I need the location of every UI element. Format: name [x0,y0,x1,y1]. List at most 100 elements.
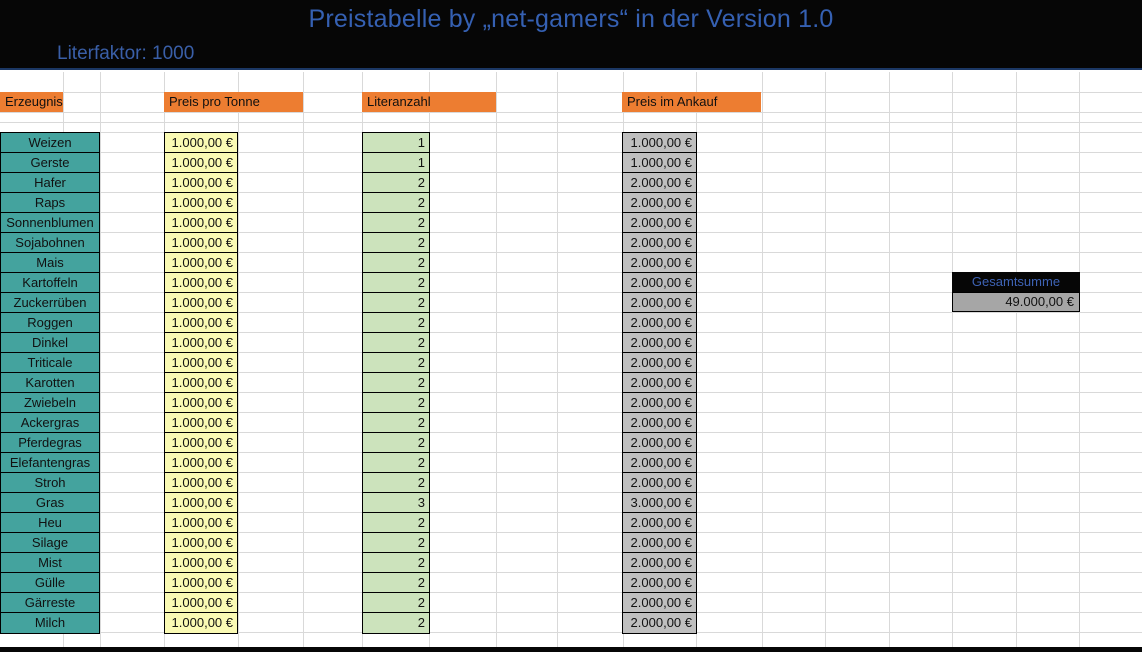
liter-count-cell[interactable]: 2 [363,293,429,313]
product-cell[interactable]: Sonnenblumen [1,213,99,233]
price-per-tonne-cell[interactable]: 1.000,00 € [165,173,237,193]
price-per-tonne-cell[interactable]: 1.000,00 € [165,193,237,213]
purchase-price-cell[interactable]: 2.000,00 € [623,213,696,233]
liter-count-cell[interactable]: 2 [363,313,429,333]
liter-count-cell[interactable]: 2 [363,393,429,413]
price-per-tonne-cell[interactable]: 1.000,00 € [165,413,237,433]
product-cell[interactable]: Roggen [1,313,99,333]
price-per-tonne-cell[interactable]: 1.000,00 € [165,573,237,593]
purchase-price-cell[interactable]: 2.000,00 € [623,273,696,293]
price-per-tonne-cell[interactable]: 1.000,00 € [165,513,237,533]
product-cell[interactable]: Mist [1,553,99,573]
liter-count-cell[interactable]: 2 [363,513,429,533]
purchase-price-cell[interactable]: 2.000,00 € [623,513,696,533]
product-cell[interactable]: Weizen [1,133,99,153]
liter-count-cell[interactable]: 2 [363,353,429,373]
purchase-price-cell[interactable]: 1.000,00 € [623,153,696,173]
price-per-tonne-cell[interactable]: 1.000,00 € [165,333,237,353]
product-cell[interactable]: Karotten [1,373,99,393]
purchase-price-cell[interactable]: 2.000,00 € [623,453,696,473]
price-per-tonne-cell[interactable]: 1.000,00 € [165,473,237,493]
header-erzeugnis[interactable]: Erzeugnis [0,92,63,112]
product-cell[interactable]: Heu [1,513,99,533]
product-cell[interactable]: Elefantengras [1,453,99,473]
price-per-tonne-cell[interactable]: 1.000,00 € [165,233,237,253]
header-literanzahl[interactable]: Literanzahl [362,92,496,112]
price-per-tonne-cell[interactable]: 1.000,00 € [165,533,237,553]
purchase-price-cell[interactable]: 2.000,00 € [623,593,696,613]
liter-count-cell[interactable]: 2 [363,193,429,213]
price-per-tonne-cell[interactable]: 1.000,00 € [165,153,237,173]
liter-count-cell[interactable]: 2 [363,173,429,193]
price-per-tonne-cell[interactable]: 1.000,00 € [165,553,237,573]
liter-count-cell[interactable]: 2 [363,473,429,493]
price-per-tonne-cell[interactable]: 1.000,00 € [165,493,237,513]
product-cell[interactable]: Zwiebeln [1,393,99,413]
purchase-price-cell[interactable]: 2.000,00 € [623,373,696,393]
price-per-tonne-cell[interactable]: 1.000,00 € [165,253,237,273]
price-per-tonne-cell[interactable]: 1.000,00 € [165,373,237,393]
product-cell[interactable]: Gerste [1,153,99,173]
liter-count-cell[interactable]: 2 [363,593,429,613]
liter-count-cell[interactable]: 2 [363,413,429,433]
product-cell[interactable]: Triticale [1,353,99,373]
price-per-tonne-cell[interactable]: 1.000,00 € [165,393,237,413]
liter-count-cell[interactable]: 2 [363,533,429,553]
product-cell[interactable]: Mais [1,253,99,273]
liter-count-cell[interactable]: 2 [363,213,429,233]
header-preis-pro-tonne[interactable]: Preis pro Tonne [164,92,303,112]
product-cell[interactable]: Dinkel [1,333,99,353]
liter-count-cell[interactable]: 2 [363,453,429,473]
purchase-price-cell[interactable]: 2.000,00 € [623,393,696,413]
product-cell[interactable]: Kartoffeln [1,273,99,293]
purchase-price-cell[interactable]: 2.000,00 € [623,433,696,453]
product-cell[interactable]: Milch [34,615,66,630]
price-per-tonne-cell[interactable]: 1.000,00 € [165,593,237,613]
price-per-tonne-cell[interactable]: 1.000,00 € [165,353,237,373]
liter-count-cell[interactable]: 1 [363,153,429,173]
purchase-price-cell[interactable]: 2.000,00 € [623,473,696,493]
purchase-price-cell[interactable]: 2.000,00 € [623,553,696,573]
purchase-price-cell[interactable]: 2.000,00 € [623,333,696,353]
product-cell[interactable]: Raps [1,193,99,213]
liter-count-cell[interactable]: 1 [363,133,429,153]
liter-count-cell[interactable]: 2 [363,433,429,453]
purchase-price-cell[interactable]: 2.000,00 € [623,533,696,553]
purchase-price-cell[interactable]: 2.000,00 € [623,233,696,253]
purchase-price-cell[interactable]: 1.000,00 € [623,133,696,153]
liter-count-cell[interactable]: 2 [363,273,429,293]
price-per-tonne-cell[interactable]: 1.000,00 € [165,273,237,293]
price-per-tonne-cell[interactable]: 1.000,00 € [165,293,237,313]
product-cell[interactable]: Pferdegras [1,433,99,453]
purchase-price-cell[interactable]: 2.000,00 € [623,573,696,593]
product-cell[interactable]: Gärreste [1,593,99,613]
product-cell[interactable]: Silage [1,533,99,553]
product-cell[interactable]: Zuckerrüben [1,293,99,313]
purchase-price-cell[interactable]: 2.000,00 € [630,615,692,630]
header-preis-im-ankauf[interactable]: Preis im Ankauf [622,92,761,112]
product-cell[interactable]: Stroh [1,473,99,493]
liter-count-cell[interactable]: 2 [363,573,429,593]
price-per-tonne-cell[interactable]: 1.000,00 € [165,133,237,153]
product-cell[interactable]: Gülle [1,573,99,593]
product-cell[interactable]: Gras [1,493,99,513]
gesamtsumme-label[interactable]: Gesamtsumme [952,272,1080,292]
purchase-price-cell[interactable]: 2.000,00 € [623,353,696,373]
product-cell[interactable]: Hafer [1,173,99,193]
price-per-tonne-cell[interactable]: 1.000,00 € [165,433,237,453]
purchase-price-cell[interactable]: 2.000,00 € [623,193,696,213]
product-cell[interactable]: Sojabohnen [1,233,99,253]
liter-count-cell[interactable]: 2 [363,553,429,573]
price-per-tonne-cell[interactable]: 1.000,00 € [165,213,237,233]
gesamtsumme-value[interactable]: 49.000,00 € [952,292,1080,312]
product-cell[interactable]: Ackergras [1,413,99,433]
purchase-price-cell[interactable]: 2.000,00 € [623,313,696,333]
purchase-price-cell[interactable]: 2.000,00 € [623,253,696,273]
liter-count-cell[interactable]: 2 [417,615,425,630]
liter-count-cell[interactable]: 2 [363,233,429,253]
purchase-price-cell[interactable]: 2.000,00 € [623,293,696,313]
purchase-price-cell[interactable]: 2.000,00 € [623,413,696,433]
purchase-price-cell[interactable]: 2.000,00 € [623,173,696,193]
price-per-tonne-cell[interactable]: 1.000,00 € [165,313,237,333]
purchase-price-cell[interactable]: 3.000,00 € [623,493,696,513]
